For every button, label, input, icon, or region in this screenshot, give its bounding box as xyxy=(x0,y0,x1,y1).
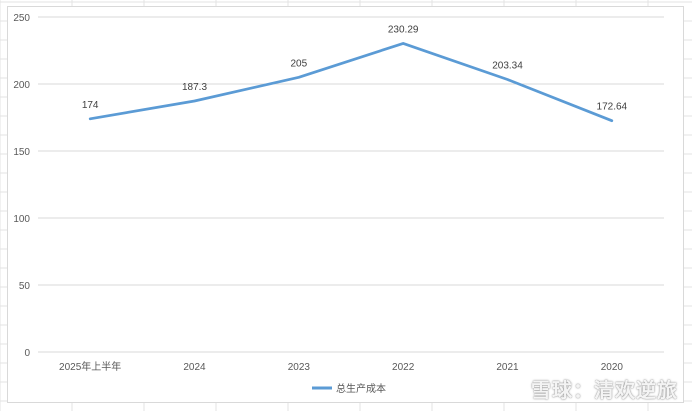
data-label: 203.34 xyxy=(492,61,523,72)
y-tick-label: 200 xyxy=(13,80,30,91)
data-point[interactable] xyxy=(610,119,614,123)
data-point[interactable] xyxy=(401,41,405,45)
data-point[interactable] xyxy=(193,99,197,103)
y-tick-label: 250 xyxy=(13,13,30,24)
x-axis-ticks: 2025年上半年 2024 2023 2022 2021 2020 xyxy=(59,360,623,373)
x-tick-label: 2024 xyxy=(183,362,206,373)
series-layer xyxy=(88,41,614,123)
data-point[interactable] xyxy=(506,78,510,82)
y-tick-label: 50 xyxy=(19,281,31,292)
x-tick-label: 2020 xyxy=(601,362,624,373)
y-tick-label: 100 xyxy=(13,214,30,225)
data-label: 230.29 xyxy=(388,24,419,35)
watermark: 雪球：清欢逆旅 xyxy=(503,374,678,403)
data-labels: 174 187.3 205 230.29 203.34 172.64 xyxy=(82,24,628,112)
x-tick-label: 2022 xyxy=(392,362,415,373)
legend-label: 总生产成本 xyxy=(336,382,386,395)
y-axis-ticks: 0 50 100 150 200 250 xyxy=(13,13,30,359)
series-line[interactable] xyxy=(88,42,614,123)
x-tick-label: 2021 xyxy=(496,362,519,373)
snowball-logo-icon xyxy=(503,378,525,399)
y-tick-label: 0 xyxy=(24,348,30,359)
data-label: 205 xyxy=(290,58,307,69)
x-tick-label: 2025年上半年 xyxy=(59,360,121,373)
data-point[interactable] xyxy=(297,75,301,79)
data-point[interactable] xyxy=(88,117,92,121)
y-tick-label: 150 xyxy=(13,147,30,158)
data-label: 187.3 xyxy=(182,82,207,93)
legend[interactable]: 总生产成本 xyxy=(312,382,386,395)
x-tick-label: 2023 xyxy=(288,362,311,373)
data-label: 172.64 xyxy=(597,102,628,113)
gridlines xyxy=(38,16,664,353)
chart-area[interactable] xyxy=(7,6,684,403)
data-label: 174 xyxy=(82,100,99,111)
watermark-text: 雪球：清欢逆旅 xyxy=(531,378,678,402)
